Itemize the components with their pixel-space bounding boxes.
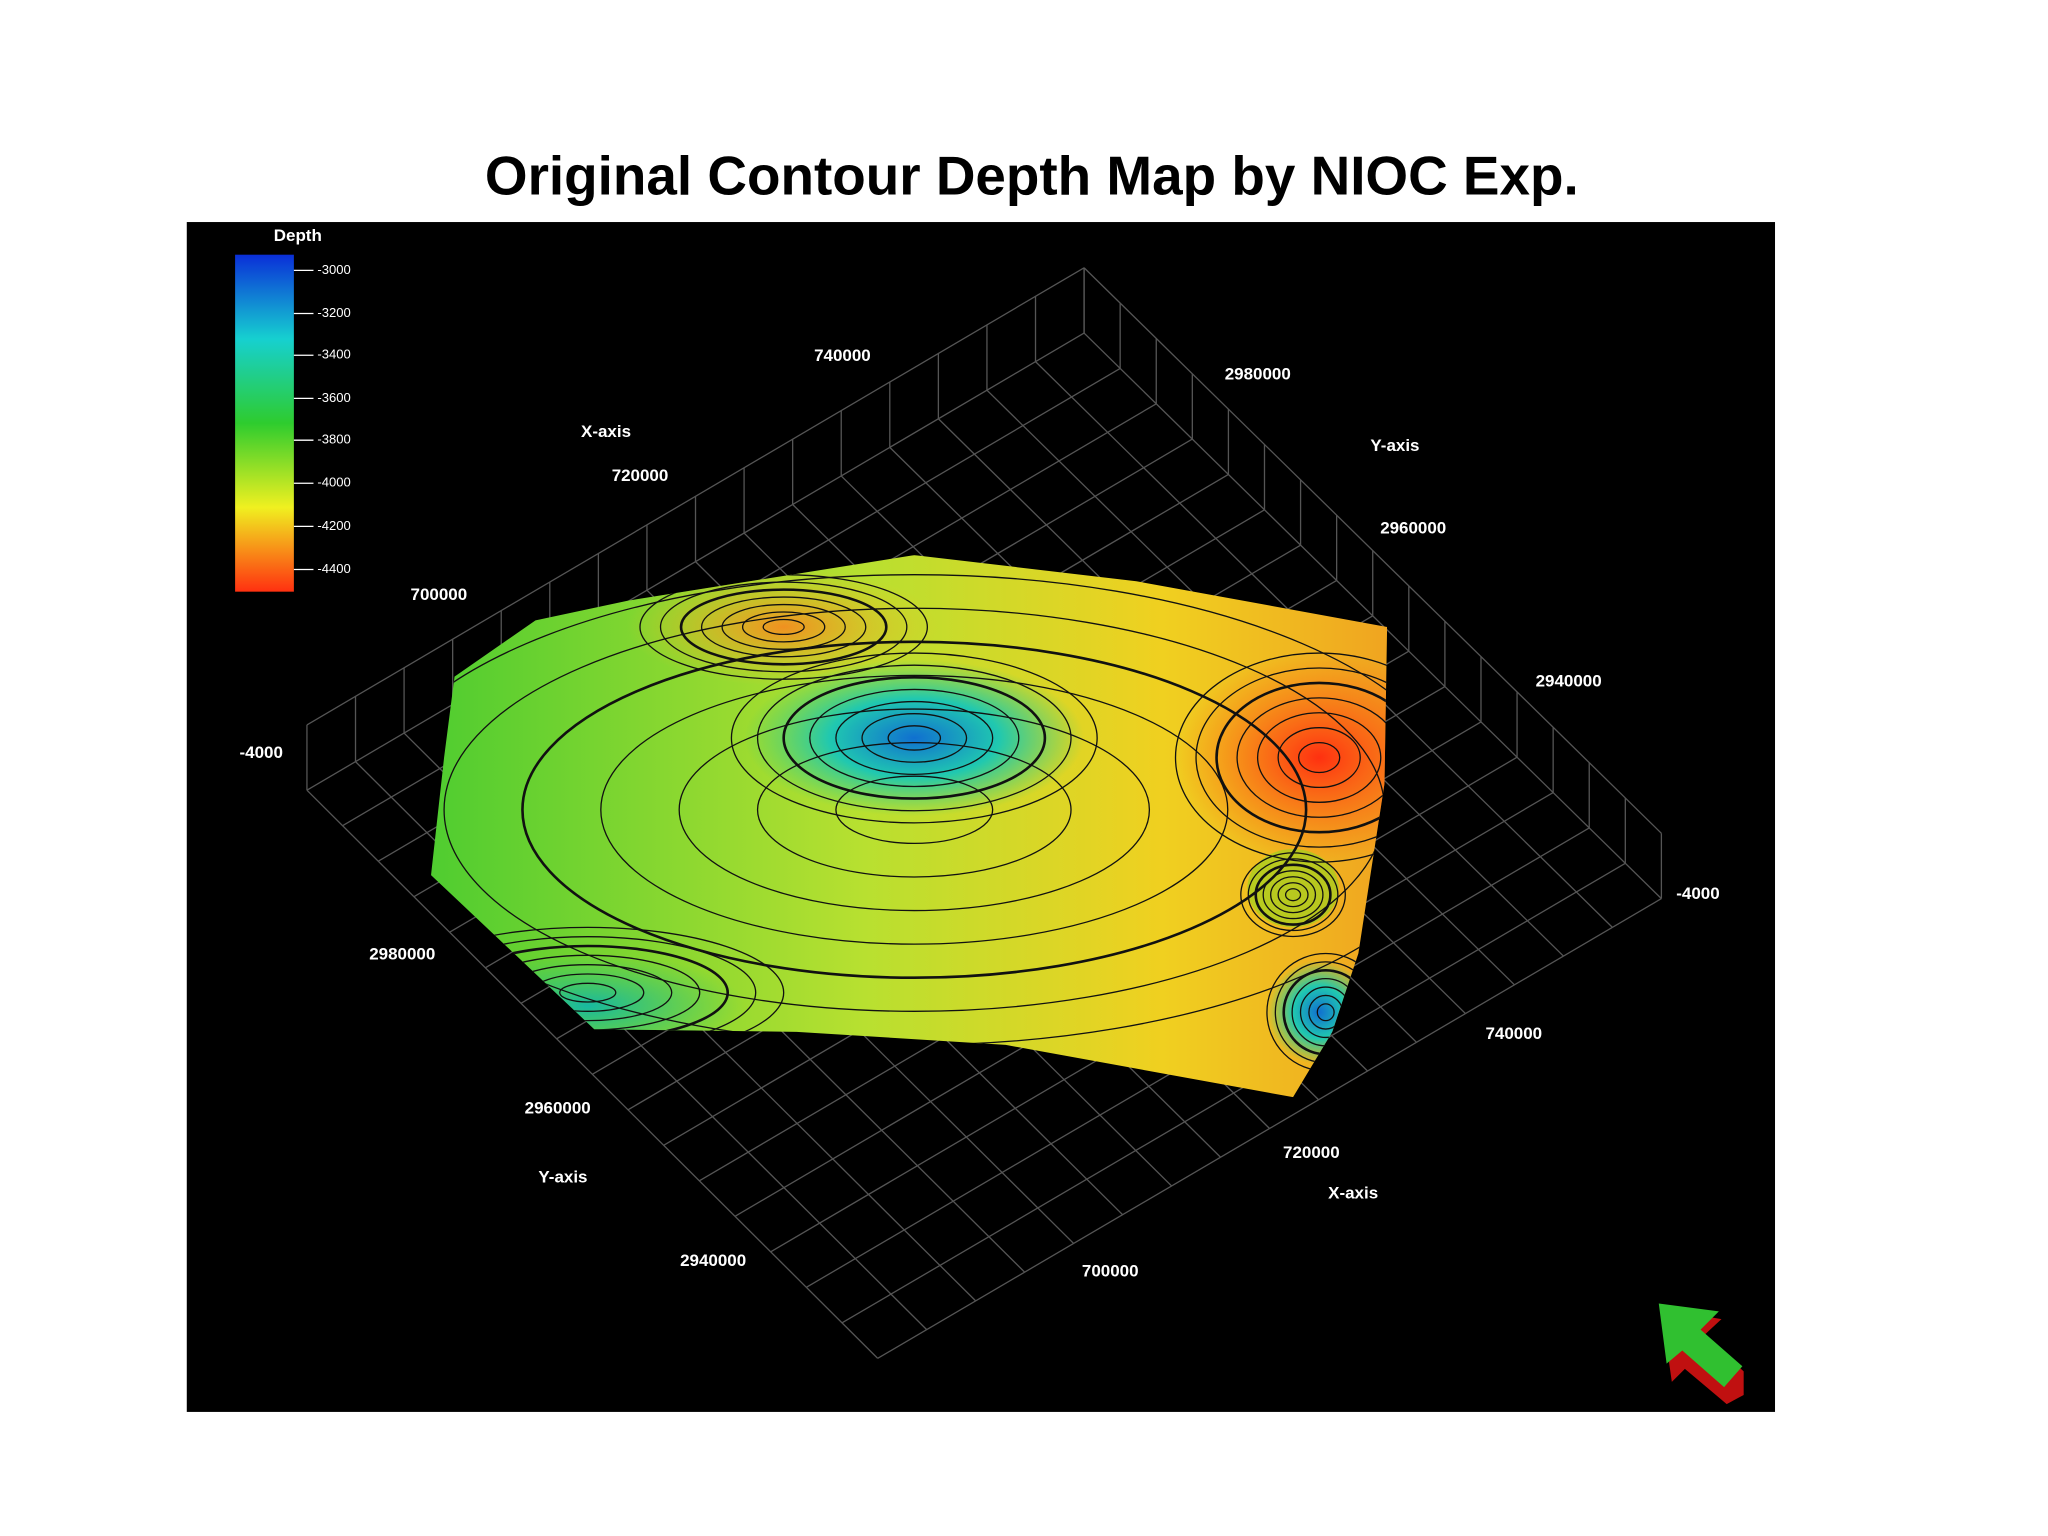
contour-line xyxy=(521,640,1308,980)
axis-label: 2980000 xyxy=(1225,364,1291,383)
axis-label: Y-axis xyxy=(538,1168,587,1187)
axis-label: 740000 xyxy=(1485,1024,1542,1043)
legend-tick-label: -3000 xyxy=(317,262,350,277)
contour-line xyxy=(1247,858,1339,932)
axis-label: 740000 xyxy=(814,346,871,365)
contour-line xyxy=(721,603,846,650)
axis-label: X-axis xyxy=(1328,1183,1378,1202)
contour-line xyxy=(1195,667,1388,848)
contour-line xyxy=(756,741,1072,878)
contour-line xyxy=(679,588,888,666)
legend-tick-label: -3200 xyxy=(317,305,350,320)
contour-line xyxy=(1215,681,1388,834)
legend-tick-label: -3800 xyxy=(317,432,350,447)
axis-label: 700000 xyxy=(1082,1262,1139,1281)
contour-line xyxy=(1174,652,1388,863)
grid-line xyxy=(877,898,1662,1359)
axis-label: 2940000 xyxy=(1536,671,1602,690)
axis-label: Y-axis xyxy=(1370,436,1419,455)
contour-line xyxy=(1256,712,1382,803)
title: Original Contour Depth Map by NIOC Exp. xyxy=(485,145,1579,207)
contour-line xyxy=(861,713,968,763)
axis-label: X-axis xyxy=(581,422,631,441)
contour-line xyxy=(762,618,805,636)
grid-line xyxy=(306,789,879,1359)
north-arrow xyxy=(1658,1303,1744,1405)
axis-label: -4000 xyxy=(1676,884,1719,903)
colorbar xyxy=(235,254,294,592)
axis-label: 2960000 xyxy=(1380,518,1446,537)
contour-line xyxy=(835,700,994,775)
legend-tick-label: -3600 xyxy=(317,390,350,405)
axis-label: 2960000 xyxy=(525,1098,591,1117)
legend-tick-label: -3400 xyxy=(317,347,350,362)
legend-tick-label: -4200 xyxy=(317,518,350,533)
contour-line xyxy=(1270,876,1317,914)
grid-line xyxy=(306,267,1085,726)
contour-line xyxy=(730,652,1098,824)
grid-line xyxy=(1083,332,1662,900)
contour-line xyxy=(700,596,867,658)
axis-label: 2980000 xyxy=(369,944,435,963)
contour-line xyxy=(1254,863,1332,926)
axis-label: 720000 xyxy=(612,466,669,485)
contour-line xyxy=(1316,1003,1335,1022)
legend-tick-label: -4400 xyxy=(317,561,350,576)
contour-line xyxy=(600,674,1229,945)
axis-label: 700000 xyxy=(411,585,468,604)
axis-label: -4000 xyxy=(240,743,283,762)
contour-line xyxy=(782,676,1047,800)
contour-line xyxy=(659,581,908,673)
contour-line xyxy=(835,775,994,845)
contour-line xyxy=(1277,882,1309,908)
contour-line xyxy=(756,664,1072,812)
contour-line xyxy=(809,688,1020,788)
contour-line xyxy=(741,611,826,643)
contour-line xyxy=(1298,741,1341,774)
legend-title: Depth xyxy=(274,226,322,245)
contour-line xyxy=(678,708,1151,912)
contour-line xyxy=(1262,870,1324,920)
contour-line xyxy=(1277,727,1361,789)
axis-label: 720000 xyxy=(1283,1143,1340,1162)
grid-line xyxy=(841,862,1626,1324)
contour-line xyxy=(887,725,942,751)
legend-tick-label: -4000 xyxy=(317,475,350,490)
grid-line xyxy=(1083,267,1662,834)
axis-label: 2940000 xyxy=(680,1251,746,1270)
contour-line xyxy=(1236,697,1388,818)
contour-line xyxy=(559,982,617,1003)
contour-line xyxy=(1284,888,1302,902)
